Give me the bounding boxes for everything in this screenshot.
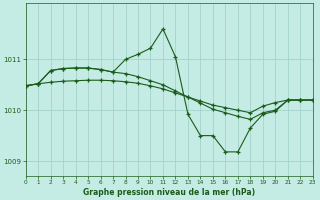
X-axis label: Graphe pression niveau de la mer (hPa): Graphe pression niveau de la mer (hPa): [83, 188, 255, 197]
